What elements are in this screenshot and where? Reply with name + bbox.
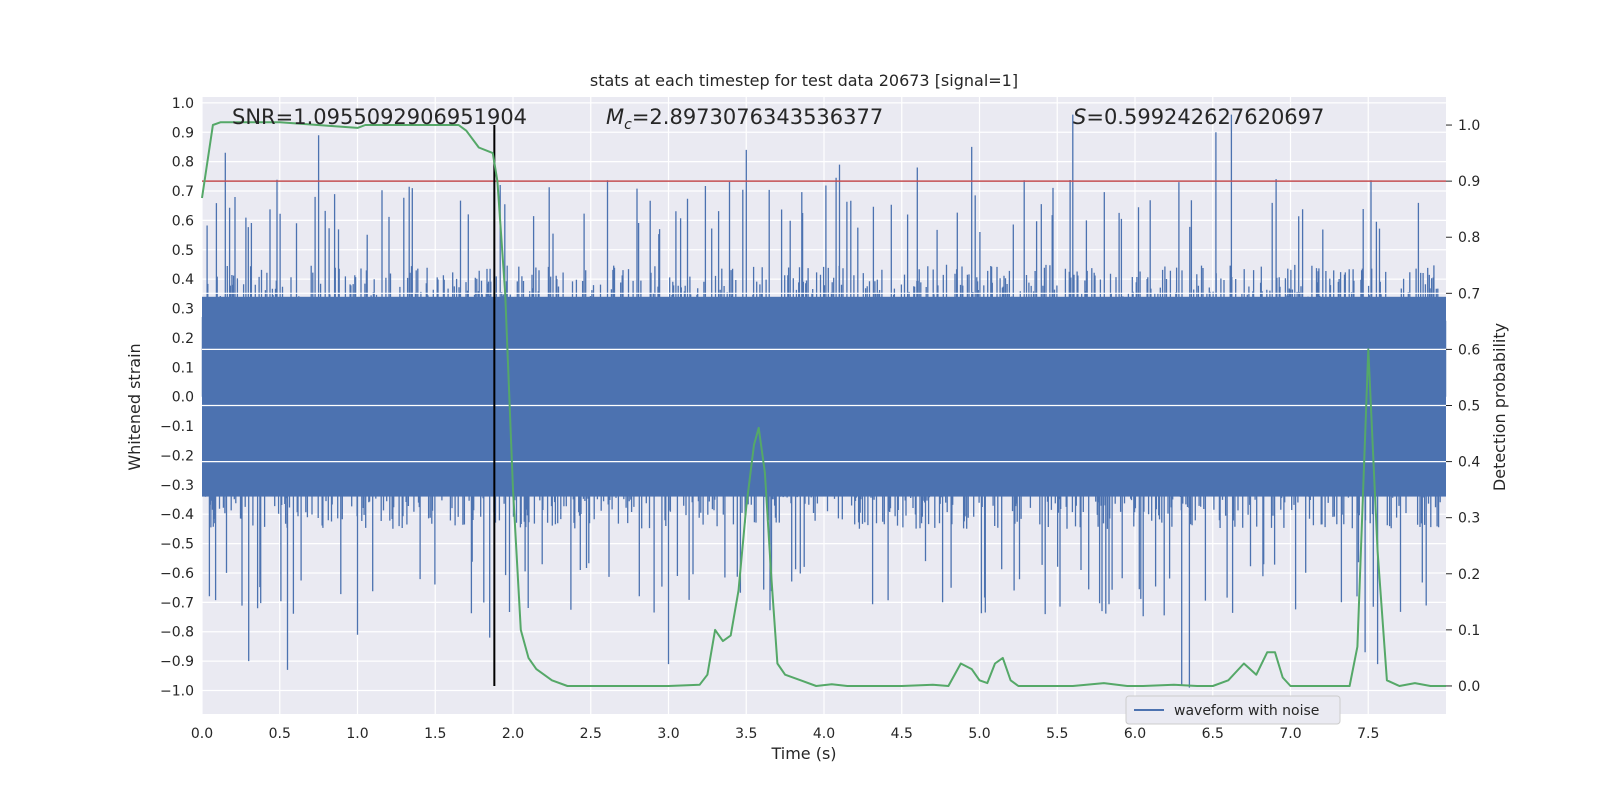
chirp-mass-annotation: Mc=2.8973076343536377 xyxy=(606,105,883,133)
x-tick-label: 4.0 xyxy=(813,726,835,742)
y-right-tick-label: 0.2 xyxy=(1458,567,1480,583)
y-right-tick-label: 0.8 xyxy=(1458,230,1480,246)
y-left-tick-label: −0.7 xyxy=(160,595,194,611)
spin-annotation: S=0.599242627620697 xyxy=(1073,105,1324,129)
y-left-tick-label: 0.1 xyxy=(172,360,194,376)
x-tick-label: 3.0 xyxy=(657,726,679,742)
x-tick-label: 1.5 xyxy=(424,726,446,742)
waveform-core xyxy=(202,296,1446,497)
y-left-tick-label: 0.5 xyxy=(172,243,194,259)
y-left-axis-label: Whitened strain xyxy=(125,343,144,470)
y-left-axis-ticks: 1.0 0.9 0.8 0.7 0.6 0.5 0.4 0.3 0.2 0.1 0.0 −0.1 −0.… xyxy=(160,96,194,700)
y-left-tick-label: −0.2 xyxy=(160,448,194,464)
x-tick-label: 5.0 xyxy=(968,726,990,742)
x-tick-label: 0.5 xyxy=(269,726,291,742)
x-tick-label: 4.5 xyxy=(891,726,913,742)
x-tick-label: 7.0 xyxy=(1279,726,1301,742)
x-tick-label: 5.5 xyxy=(1046,726,1068,742)
x-tick-label: 0.0 xyxy=(191,726,213,742)
y-right-tick-label: 0.5 xyxy=(1458,399,1480,415)
y-left-tick-label: 1.0 xyxy=(172,96,194,112)
y-left-tick-label: −0.5 xyxy=(160,537,194,553)
x-tick-label: 2.0 xyxy=(502,726,524,742)
chart-title: stats at each timestep for test data 206… xyxy=(590,71,1018,90)
y-left-tick-label: 0.3 xyxy=(172,302,194,318)
y-left-tick-label: −1.0 xyxy=(160,683,194,699)
y-left-tick-label: 0.2 xyxy=(172,331,194,347)
y-left-tick-label: −0.6 xyxy=(160,566,194,582)
y-left-tick-label: −0.9 xyxy=(160,654,194,670)
y-left-tick-label: 0.8 xyxy=(172,155,194,171)
waveform-series xyxy=(201,114,1447,688)
y-right-tick-label: 1.0 xyxy=(1458,118,1480,134)
y-right-axis-label: Detection probability xyxy=(1490,323,1509,491)
x-tick-label: 6.0 xyxy=(1124,726,1146,742)
y-right-tick-label: 0.6 xyxy=(1458,342,1480,358)
y-left-tick-label: 0.6 xyxy=(172,213,194,229)
x-axis-ticks: 0.0 0.5 1.0 1.5 2.0 2.5 3.0 3.5 4.0 4.5 5.0 5.5 6.0 6… xyxy=(191,726,1380,742)
x-tick-label: 7.5 xyxy=(1357,726,1379,742)
y-right-tick-label: 0.7 xyxy=(1458,286,1480,302)
x-tick-label: 1.0 xyxy=(346,726,368,742)
x-axis-label: Time (s) xyxy=(770,744,836,763)
y-right-tick-label: 0.9 xyxy=(1458,174,1480,190)
y-left-tick-label: 0.0 xyxy=(172,390,194,406)
legend-box xyxy=(1125,695,1341,725)
y-left-tick-label: −0.8 xyxy=(160,625,194,641)
x-tick-label: 3.5 xyxy=(735,726,757,742)
y-left-tick-label: 0.7 xyxy=(172,184,194,200)
y-right-tick-label: 0.4 xyxy=(1458,455,1480,471)
y-left-tick-label: 0.9 xyxy=(172,125,194,141)
x-tick-label: 6.5 xyxy=(1202,726,1224,742)
y-right-tick-label: 0.0 xyxy=(1458,679,1480,695)
y-right-axis-ticks: 1.0 0.9 0.8 0.7 0.6 0.5 0.4 0.3 0.2 0.1 0.0 xyxy=(1446,118,1480,695)
y-left-tick-label: −0.4 xyxy=(160,507,194,523)
legend: waveform with noise xyxy=(1125,695,1341,725)
snr-annotation: SNR=1.0955092906951904 xyxy=(232,105,527,129)
y-left-tick-label: 0.4 xyxy=(172,272,194,288)
legend-label: waveform with noise xyxy=(1174,703,1319,719)
x-tick-label: 2.5 xyxy=(580,726,602,742)
y-right-tick-label: 0.3 xyxy=(1458,511,1480,527)
y-right-tick-label: 0.1 xyxy=(1458,623,1480,639)
y-left-tick-label: −0.1 xyxy=(160,419,194,435)
detection-probability-series xyxy=(201,121,1446,687)
y-left-tick-label: −0.3 xyxy=(160,478,194,494)
